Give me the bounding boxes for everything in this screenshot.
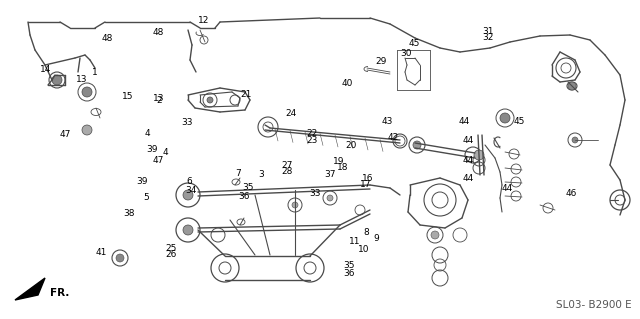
Circle shape bbox=[292, 202, 298, 208]
Circle shape bbox=[413, 141, 421, 149]
Polygon shape bbox=[15, 278, 45, 300]
Text: 36: 36 bbox=[239, 192, 250, 201]
Text: 15: 15 bbox=[122, 92, 134, 101]
Text: 44: 44 bbox=[463, 174, 474, 182]
Circle shape bbox=[572, 137, 578, 143]
Text: 32: 32 bbox=[482, 33, 493, 42]
Text: 7: 7 bbox=[236, 169, 241, 178]
Text: 17: 17 bbox=[360, 180, 372, 189]
Text: 44: 44 bbox=[463, 156, 474, 165]
Text: 22: 22 bbox=[307, 129, 318, 138]
Text: 48: 48 bbox=[102, 34, 113, 43]
Text: 23: 23 bbox=[307, 137, 318, 145]
Text: 29: 29 bbox=[375, 57, 387, 66]
Text: 31: 31 bbox=[482, 27, 493, 36]
Text: 11: 11 bbox=[349, 237, 360, 246]
Circle shape bbox=[207, 97, 213, 103]
Text: 40: 40 bbox=[341, 79, 353, 88]
Circle shape bbox=[82, 87, 92, 97]
Text: 13: 13 bbox=[153, 94, 164, 103]
Text: 30: 30 bbox=[401, 49, 412, 58]
Text: FR.: FR. bbox=[50, 288, 69, 298]
Text: 1: 1 bbox=[92, 68, 97, 77]
Text: 21: 21 bbox=[241, 90, 252, 99]
Text: 3: 3 bbox=[259, 170, 264, 179]
Text: 42: 42 bbox=[388, 133, 399, 142]
Text: 26: 26 bbox=[166, 250, 177, 259]
Text: 35: 35 bbox=[243, 183, 254, 192]
Text: 44: 44 bbox=[463, 137, 474, 145]
Text: 33: 33 bbox=[181, 118, 193, 127]
Circle shape bbox=[183, 225, 193, 235]
Text: 44: 44 bbox=[501, 184, 513, 193]
Text: 39: 39 bbox=[136, 177, 148, 186]
Circle shape bbox=[431, 231, 439, 239]
Text: 9: 9 bbox=[374, 234, 379, 243]
Text: 4: 4 bbox=[145, 129, 150, 138]
Circle shape bbox=[183, 190, 193, 200]
Text: 28: 28 bbox=[281, 167, 292, 176]
Circle shape bbox=[568, 82, 576, 90]
Text: 13: 13 bbox=[76, 75, 88, 84]
Circle shape bbox=[500, 113, 510, 123]
Text: 34: 34 bbox=[185, 186, 196, 195]
Text: 45: 45 bbox=[409, 39, 420, 48]
Text: 2: 2 bbox=[156, 96, 161, 105]
Circle shape bbox=[52, 75, 62, 85]
Text: SL03- B2900 E: SL03- B2900 E bbox=[556, 300, 632, 310]
Text: 45: 45 bbox=[514, 117, 525, 126]
Circle shape bbox=[116, 254, 124, 262]
Text: 24: 24 bbox=[285, 109, 297, 118]
Text: 16: 16 bbox=[362, 174, 374, 182]
Text: 43: 43 bbox=[381, 117, 393, 126]
Text: 41: 41 bbox=[95, 248, 107, 257]
Circle shape bbox=[327, 195, 333, 201]
Text: 36: 36 bbox=[343, 269, 355, 278]
Text: 44: 44 bbox=[458, 117, 470, 126]
Text: 18: 18 bbox=[337, 163, 348, 172]
Text: 20: 20 bbox=[345, 141, 356, 150]
Text: 48: 48 bbox=[153, 28, 164, 37]
Text: 46: 46 bbox=[565, 189, 577, 198]
Text: 4: 4 bbox=[163, 148, 168, 157]
Text: 39: 39 bbox=[147, 145, 158, 154]
Text: 33: 33 bbox=[309, 189, 321, 198]
Text: 47: 47 bbox=[60, 130, 71, 139]
Text: 14: 14 bbox=[40, 65, 52, 74]
Text: 35: 35 bbox=[343, 261, 355, 270]
Text: 5: 5 bbox=[143, 193, 148, 202]
Text: 27: 27 bbox=[281, 161, 292, 170]
Text: 38: 38 bbox=[124, 209, 135, 218]
Text: 47: 47 bbox=[153, 156, 164, 165]
Circle shape bbox=[82, 125, 92, 135]
Text: 12: 12 bbox=[198, 16, 209, 25]
Text: 6: 6 bbox=[186, 177, 191, 186]
Text: 25: 25 bbox=[166, 244, 177, 253]
Text: 19: 19 bbox=[333, 157, 345, 166]
Text: 8: 8 bbox=[364, 228, 369, 237]
Circle shape bbox=[474, 150, 484, 160]
Text: 10: 10 bbox=[358, 245, 369, 254]
Text: 37: 37 bbox=[324, 170, 335, 179]
